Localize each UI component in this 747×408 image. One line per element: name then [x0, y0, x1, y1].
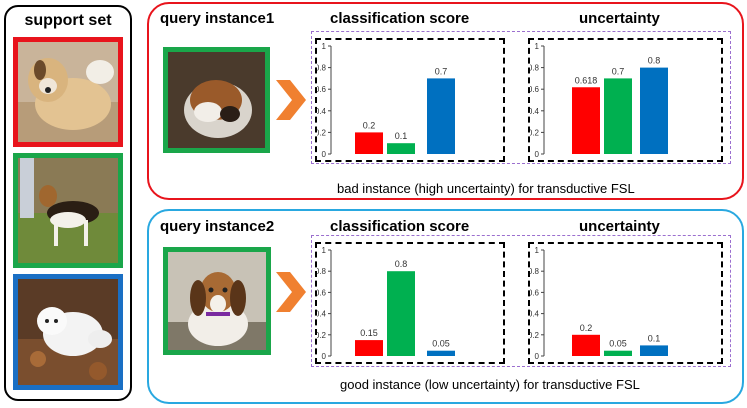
query-title-1: query instance1	[160, 10, 275, 27]
score-chart-frame-1	[315, 38, 505, 162]
data-label: 0.05	[432, 339, 450, 349]
y-tick-label: 0.2	[317, 128, 327, 137]
y-tick-label: 0.6	[530, 288, 540, 297]
arrow-icon-2	[276, 272, 306, 317]
bar-class3	[640, 345, 668, 356]
uncertainty-title-2: uncertainty	[579, 218, 660, 235]
score-chart-2: 0 0.2 0.4 0.6 0.8 1 0.15 0.8 0.05	[317, 246, 455, 361]
y-tick-label: 0.6	[317, 288, 327, 297]
y-tick-label: 0.6	[530, 85, 540, 94]
bar-class3	[640, 67, 668, 154]
arrow-icon-1	[276, 80, 306, 125]
data-label: 0.8	[395, 259, 408, 269]
support-image-hound	[13, 153, 123, 268]
chart-group-1	[311, 31, 731, 164]
score-chart-frame-2	[315, 242, 505, 364]
y-tick-label: 0.4	[317, 107, 327, 116]
y-tick-label: 0.8	[317, 267, 327, 276]
y-tick-label: 0.4	[530, 310, 540, 319]
bar-class1	[572, 87, 600, 154]
bar-class3	[427, 350, 455, 356]
y-tick-label: 0.8	[317, 64, 327, 73]
y-tick-label: 0	[322, 352, 327, 361]
uncertainty-chart-frame-2	[528, 242, 723, 364]
bar-class2	[387, 143, 415, 154]
y-tick-label: 0	[322, 150, 327, 159]
bar-class2	[387, 271, 415, 356]
data-label: 0.7	[612, 66, 625, 76]
bar-class3	[427, 78, 455, 154]
y-tick-label: 0	[535, 150, 540, 159]
y-tick-label: 1	[322, 42, 327, 51]
bar-class1	[572, 334, 600, 356]
bar-class1	[355, 340, 383, 356]
y-tick-label: 0.8	[530, 64, 540, 73]
support-image-arctic-fox	[13, 274, 123, 390]
bar-class1	[355, 132, 383, 154]
data-label: 0.1	[648, 333, 661, 343]
uncertainty-chart-2: 0 0.2 0.4 0.6 0.8 1 0.2 0.05 0.1	[530, 246, 668, 361]
y-tick-label: 0	[535, 352, 540, 361]
data-label: 0.05	[609, 339, 627, 349]
bar-class2	[604, 78, 632, 154]
y-tick-label: 0.4	[317, 310, 327, 319]
y-tick-label: 0.4	[530, 107, 540, 116]
y-tick-label: 0.6	[317, 85, 327, 94]
support-set-panel	[4, 5, 132, 401]
data-label: 0.618	[575, 75, 598, 85]
data-label: 0.2	[580, 323, 593, 333]
data-label: 0.7	[435, 66, 448, 76]
y-tick-label: 0.2	[317, 331, 327, 340]
query-image-1	[163, 47, 270, 153]
query-title-2: query instance2	[160, 218, 275, 235]
chart-group-2	[311, 235, 731, 367]
score-chart-1: 0 0.2 0.4 0.6 0.8 1 0.2 0.1 0.7	[317, 42, 455, 159]
score-title-1: classification score	[330, 10, 470, 27]
support-set-title: support set	[24, 12, 112, 29]
y-tick-label: 0.8	[530, 267, 540, 276]
data-label: 0.15	[360, 328, 378, 338]
y-tick-label: 1	[535, 246, 540, 255]
query-panel-2	[147, 209, 744, 404]
query-image-2	[163, 247, 271, 355]
support-image-dog-longhair	[13, 37, 123, 147]
uncertainty-chart-1: 0 0.2 0.4 0.6 0.8 1 0.618 0.7 0.8	[530, 42, 668, 159]
query-panel-1	[147, 2, 744, 200]
bar-class2	[604, 350, 632, 356]
data-label: 0.1	[395, 131, 408, 141]
caption-2: good instance (low uncertainty) for tran…	[340, 377, 640, 392]
y-tick-label: 1	[322, 246, 327, 255]
data-label: 0.8	[648, 56, 661, 66]
caption-1: bad instance (high uncertainty) for tran…	[337, 181, 635, 196]
score-title-2: classification score	[330, 218, 470, 235]
y-tick-label: 1	[535, 42, 540, 51]
y-tick-label: 0.2	[530, 128, 540, 137]
uncertainty-chart-frame-1	[528, 38, 723, 162]
data-label: 0.2	[363, 120, 376, 130]
uncertainty-title-1: uncertainty	[579, 10, 660, 27]
y-tick-label: 0.2	[530, 331, 540, 340]
